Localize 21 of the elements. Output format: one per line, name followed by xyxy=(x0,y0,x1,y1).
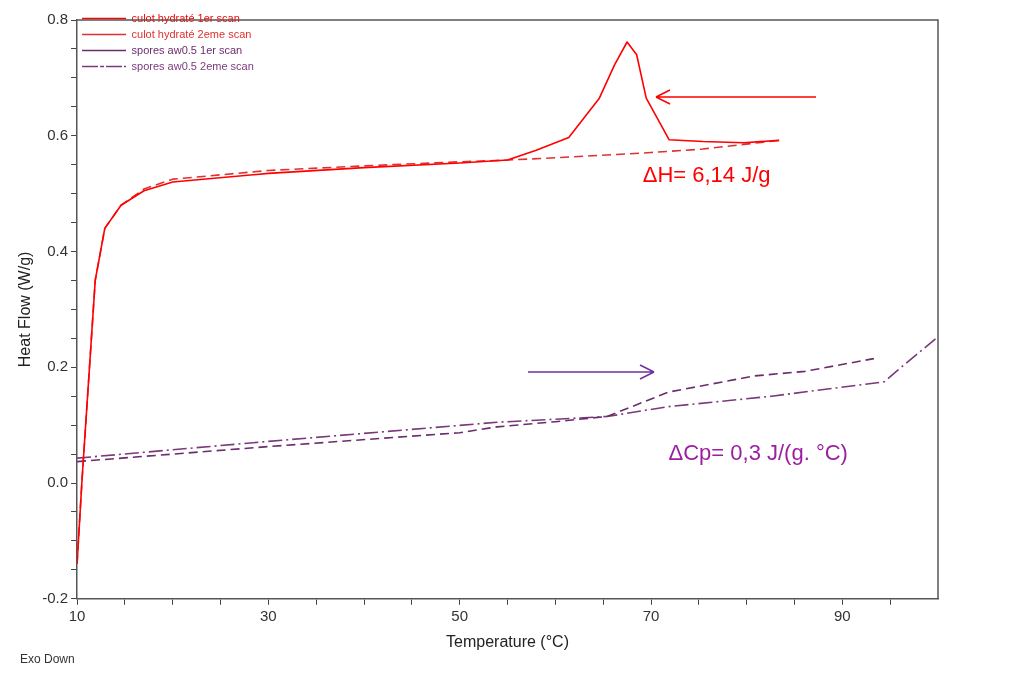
annotation: ΔCp= 0,3 J/(g. °C) xyxy=(668,440,848,466)
legend-label: culot hydraté 2eme scan xyxy=(131,27,252,40)
y-tick-label: 0.4 xyxy=(47,241,69,259)
y-axis-title: Heat Flow (W/g) xyxy=(16,251,34,368)
y-tick-label: -0.2 xyxy=(42,588,69,606)
x-tick-label: 50 xyxy=(451,606,469,624)
y-tick-label: 0.0 xyxy=(47,473,69,491)
legend-label: spores aw0.5 2eme scan xyxy=(131,59,254,72)
x-axis-title: Temperature (°C) xyxy=(446,632,569,650)
x-tick-label: 30 xyxy=(260,606,277,624)
y-tick-label: 0.6 xyxy=(47,125,69,143)
line-series xyxy=(77,357,875,463)
annotation: ΔH= 6,14 J/g xyxy=(642,162,771,188)
x-tick-label: 70 xyxy=(642,606,660,624)
text: Exo Down xyxy=(20,652,75,667)
y-tick-label: 0.2 xyxy=(47,357,69,375)
x-tick-label: 90 xyxy=(833,606,851,624)
legend-label: culot hydraté 1er scan xyxy=(131,11,240,24)
legend-label: spores aw0.5 1er scan xyxy=(131,43,243,56)
x-tick-label: 10 xyxy=(68,606,86,624)
y-tick-label: 0.8 xyxy=(47,10,69,28)
